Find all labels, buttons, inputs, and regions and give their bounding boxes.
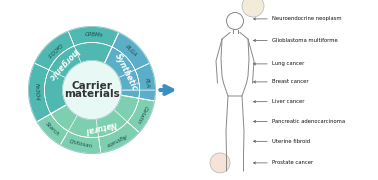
Text: Fe3O4: Fe3O4 [34, 83, 39, 101]
Text: PLGA: PLGA [124, 44, 138, 58]
Text: Inorganic: Inorganic [47, 46, 81, 82]
Wedge shape [104, 47, 139, 90]
Circle shape [210, 153, 230, 173]
Text: Gelatin: Gelatin [135, 104, 149, 124]
Text: CPBMs: CPBMs [85, 32, 103, 37]
Wedge shape [112, 32, 150, 70]
Wedge shape [34, 31, 74, 70]
Text: Starch: Starch [45, 121, 61, 137]
Text: materials: materials [64, 89, 120, 99]
Text: Alginate: Alginate [106, 132, 129, 147]
Circle shape [242, 0, 264, 17]
Text: Glioblastoma multiforme: Glioblastoma multiforme [272, 38, 338, 43]
Wedge shape [99, 122, 139, 153]
Text: Liver cancer: Liver cancer [272, 99, 305, 104]
Text: Prostate cancer: Prostate cancer [272, 160, 313, 165]
Wedge shape [68, 26, 119, 47]
Wedge shape [127, 98, 155, 132]
Wedge shape [139, 90, 155, 101]
Circle shape [62, 60, 121, 120]
Text: Natural: Natural [84, 120, 117, 136]
Text: Carrier: Carrier [71, 81, 112, 91]
Text: Breast cancer: Breast cancer [272, 79, 308, 84]
Wedge shape [51, 95, 139, 138]
Text: Synthetic: Synthetic [113, 52, 139, 93]
Wedge shape [45, 42, 112, 114]
Text: CaCO3: CaCO3 [45, 41, 63, 58]
Wedge shape [135, 63, 155, 90]
Text: Pancreatic adenocarcinoma: Pancreatic adenocarcinoma [272, 119, 345, 124]
Circle shape [28, 26, 155, 154]
Text: Chitosan: Chitosan [68, 139, 93, 149]
Text: Neuroendocrine neoplasm: Neuroendocrine neoplasm [272, 16, 342, 21]
Text: PLA: PLA [144, 78, 150, 89]
Wedge shape [28, 63, 51, 122]
Text: Lung cancer: Lung cancer [272, 61, 304, 66]
Wedge shape [60, 131, 101, 154]
Wedge shape [121, 90, 139, 98]
Text: Uterine fibroid: Uterine fibroid [272, 139, 310, 144]
Wedge shape [37, 114, 68, 145]
